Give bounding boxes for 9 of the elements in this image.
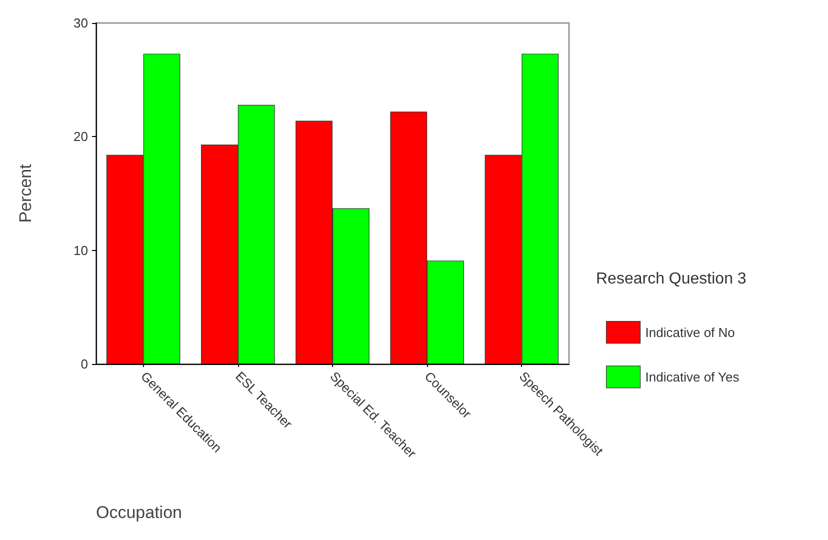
legend-label: Indicative of No (645, 324, 735, 340)
legend-title: Research Question 3 (596, 270, 746, 288)
y-tick-label: 20 (74, 129, 88, 144)
y-tick-label: 30 (74, 16, 88, 30)
y-tick-label: 0 (80, 356, 88, 372)
x-axis-title: Occupation (96, 503, 182, 522)
y-tick-label: 10 (74, 242, 88, 258)
y-axis-title: Percent (16, 164, 35, 223)
legend-label: Indicative of Yes (645, 369, 740, 384)
